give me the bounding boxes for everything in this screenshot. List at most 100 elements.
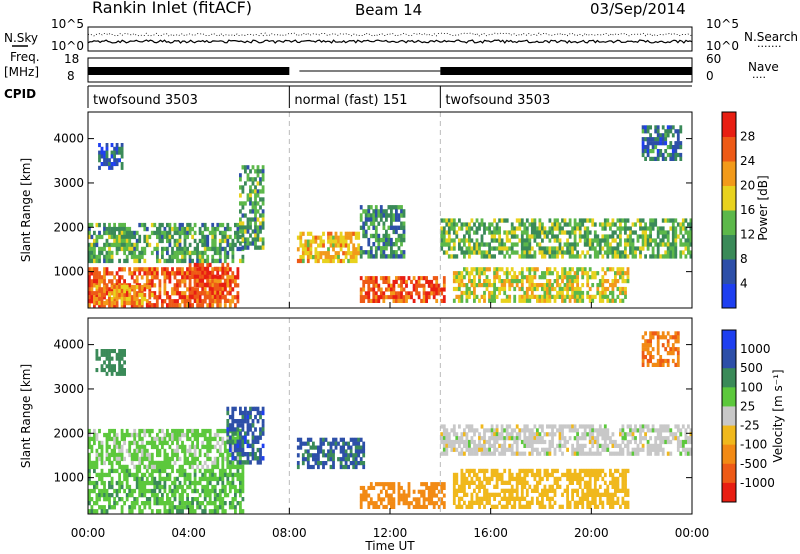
velPatches-cell-6	[573, 436, 577, 441]
powerPatches-cell-10	[525, 267, 529, 272]
powerPatches-cell-3	[223, 258, 227, 264]
velPatches-cell-6	[548, 451, 552, 456]
powerPatches-cell-9	[624, 222, 627, 227]
powerPatches-cell-9	[598, 222, 602, 227]
powerPatches-cell-3	[105, 230, 109, 236]
velPatches-cell-3	[228, 427, 232, 432]
velPatches-cell-0	[138, 505, 142, 510]
powerPatches-cell-9	[598, 246, 602, 251]
velPatches-cell-0	[166, 497, 169, 502]
powerPatches-cell-3	[226, 242, 230, 248]
powerPatches-cell-10	[601, 267, 605, 272]
powerPatches-cell-8	[359, 213, 363, 218]
powerPatches-cell-4	[115, 146, 119, 151]
powerPatches-cell-9	[689, 226, 693, 231]
powerPatches-cell-2	[221, 290, 225, 295]
velPatches-cell-1	[186, 432, 189, 438]
powerPatches-cell-2	[206, 282, 210, 287]
powerPatches-cell-10	[513, 279, 517, 284]
powerPatches-cell-9	[614, 246, 617, 251]
powerPatches-cell-9	[606, 250, 610, 255]
powerPatches-cell-9	[518, 218, 522, 223]
velPatches-cell-0	[203, 476, 207, 482]
velPatches-cell-4	[332, 437, 335, 442]
powerPatches-cell-5	[239, 209, 242, 214]
velPatches-cell-7	[465, 492, 469, 497]
powerPatches-cell-0	[103, 295, 106, 300]
powerPatches-cell-9	[533, 234, 537, 239]
velPatches-cell-1	[191, 456, 194, 462]
powerPatches-cell-0	[171, 271, 174, 276]
velPatches-cell-6	[510, 443, 514, 448]
velPatches-cell-0	[128, 488, 132, 494]
powerBar-frame	[721, 111, 737, 309]
powerPatches-cell-0	[95, 291, 99, 296]
velPatches-cell-2	[110, 349, 114, 354]
powerPatches-cell-10	[500, 283, 504, 288]
powerPatches-cell-9	[447, 246, 451, 251]
powerPatches-cell-9	[654, 238, 658, 243]
velPatches-cell-4	[299, 445, 303, 450]
velPatches-cell-1	[158, 428, 162, 434]
powerPatches-cell-5	[244, 213, 247, 218]
powerPatches-cell-9	[573, 242, 577, 247]
powerPatches-cell-3	[145, 226, 149, 232]
velPatches-cell-7	[520, 496, 524, 501]
velPatches-cell-1	[171, 452, 174, 458]
powerPatches-cell-10	[495, 294, 499, 299]
powerPatches-cell-5	[251, 201, 255, 206]
velPatches-cell-0	[95, 497, 99, 502]
powerPatches-cell-8	[359, 205, 363, 210]
powerPatches-cell-9	[687, 230, 690, 235]
velPatches-cell-5	[425, 497, 428, 502]
velPatches-cell-7	[488, 480, 491, 485]
powerPatches-cell-2	[201, 274, 205, 279]
powerPatches-cell-8	[369, 254, 373, 259]
powerPatches-cell-9	[475, 238, 479, 243]
velPatches-cell-0	[221, 509, 225, 514]
velPatches-cell-4	[319, 437, 323, 442]
velPatches-cell-7	[591, 488, 595, 493]
powerPatches-cell-9	[578, 222, 582, 227]
velPatches-cell-7	[465, 476, 469, 482]
powerPatches-cell-5	[254, 241, 257, 246]
powerPatches-cell-5	[239, 185, 242, 190]
powerPatches-cell-8	[364, 209, 368, 214]
powerPatches-cell-9	[483, 250, 486, 255]
powerPatches-cell-0	[218, 291, 222, 296]
powerPatches-cell-3	[108, 242, 111, 248]
powerPatches-cell-0	[90, 267, 94, 272]
velPatches-cell-0	[163, 505, 167, 510]
velPatches-cell-1	[140, 448, 144, 454]
powerPatches-cell-9	[666, 250, 670, 255]
velPatches-cell-1	[88, 428, 91, 434]
velPatches-cell-1	[90, 464, 94, 470]
powerPatches-cell-10	[457, 283, 461, 288]
velPatches-cell-7	[460, 488, 464, 493]
powerPatches-cell-3	[125, 254, 129, 260]
velPatches-cell-7	[576, 480, 579, 485]
powerPatches-cell-9	[530, 246, 534, 251]
velPatches-cell-4	[306, 449, 310, 454]
powerPatches-cell-0	[145, 279, 149, 284]
powerPatches-cell-9	[624, 226, 627, 231]
velPatches-cell-0	[191, 497, 194, 502]
powerPatches-cell-3	[113, 222, 116, 228]
powerPatches-cell-5	[241, 233, 245, 238]
velPatches-cell-6	[639, 428, 642, 433]
velPatches-cell-6	[651, 443, 655, 448]
powerPatches-cell-5	[256, 237, 260, 242]
powerPatches-cell-9	[485, 242, 489, 247]
velPatches-cell-0	[166, 493, 169, 498]
velPatches-cell-1	[105, 452, 109, 458]
velPatches-cell-3	[261, 431, 265, 436]
velPatches-cell-1	[138, 444, 142, 450]
powerPatches-cell-10	[614, 275, 617, 280]
velPatches-cell-0	[148, 505, 152, 510]
velPatches-cell-6	[528, 451, 532, 456]
velPatches-cell-1	[208, 428, 212, 434]
velPatches-cell-1	[123, 464, 126, 470]
velPatches-cell-1	[188, 460, 192, 466]
velPatches-cell-7	[510, 488, 514, 493]
powerPatches-cell-9	[619, 222, 622, 227]
